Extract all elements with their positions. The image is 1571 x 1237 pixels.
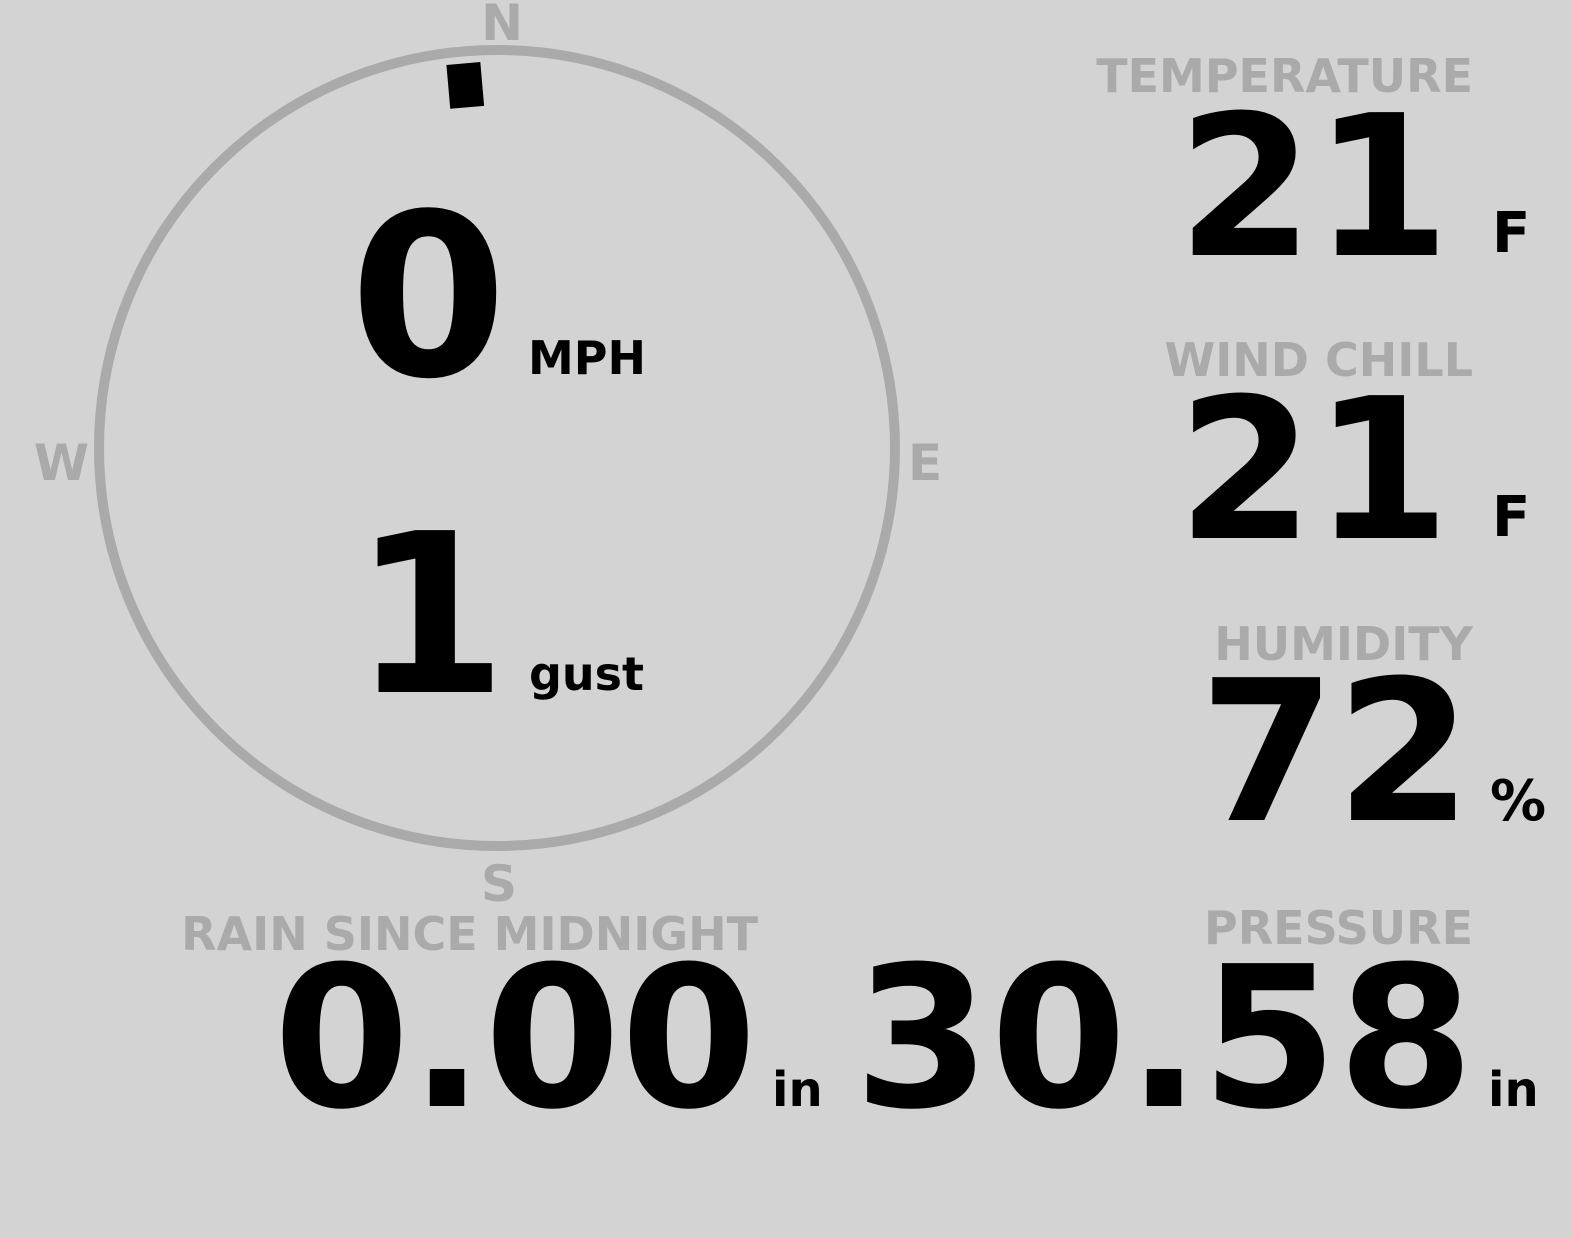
rain-label: RAIN SINCE MIDNIGHT [181, 907, 759, 961]
wind-gust-unit: gust [529, 647, 644, 701]
rain-unit: in [772, 1062, 823, 1118]
wind-speed-unit: MPH [528, 331, 646, 385]
compass: N S E W 0 MPH 1 gust [34, 0, 942, 913]
pressure-label: PRESSURE [1204, 901, 1473, 955]
wind-gust-value: 1 [353, 487, 507, 745]
wind-chill-panel: WIND CHILL 21 F [1164, 333, 1530, 585]
compass-west: W [34, 434, 89, 492]
humidity-value: 72 [1199, 639, 1472, 867]
compass-north: N [481, 0, 523, 52]
temperature-panel: TEMPERATURE 21 F [1096, 49, 1530, 302]
wind-chill-value: 21 [1177, 357, 1450, 585]
humidity-unit: % [1490, 769, 1546, 834]
compass-east: E [908, 434, 942, 492]
temperature-unit: F [1492, 201, 1530, 266]
pressure-unit: in [1488, 1062, 1539, 1118]
wind-direction-needle [446, 61, 485, 109]
compass-ring [94, 45, 900, 851]
pressure-panel: PRESSURE 30.58 in [854, 901, 1539, 1153]
wind-chill-unit: F [1492, 485, 1530, 550]
temperature-value: 21 [1177, 74, 1450, 302]
wind-chill-label: WIND CHILL [1164, 333, 1473, 387]
wind-speed-value: 0 [350, 166, 507, 429]
compass-south: S [481, 855, 517, 913]
pressure-value: 30.58 [854, 925, 1474, 1153]
temperature-label: TEMPERATURE [1096, 49, 1473, 103]
rain-value: 0.00 [273, 925, 757, 1153]
humidity-label: HUMIDITY [1214, 617, 1473, 671]
humidity-panel: HUMIDITY 72 % [1199, 617, 1546, 867]
rain-panel: RAIN SINCE MIDNIGHT 0.00 in [181, 907, 823, 1153]
